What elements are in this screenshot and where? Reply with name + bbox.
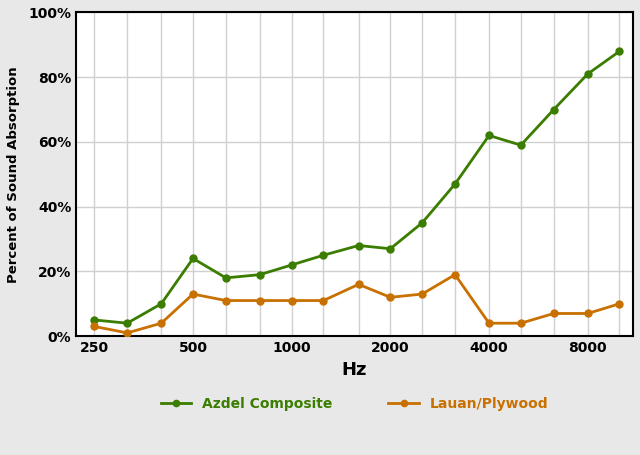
- Azdel Composite: [584, 71, 591, 77]
- Lauan/Plywood: [124, 330, 131, 336]
- Lauan/Plywood: [222, 298, 230, 303]
- Y-axis label: Percent of Sound Absorption: Percent of Sound Absorption: [7, 66, 20, 283]
- Lauan/Plywood: [616, 301, 623, 307]
- Azdel Composite: [517, 142, 525, 148]
- Lauan/Plywood: [550, 311, 557, 316]
- Lauan/Plywood: [157, 320, 165, 326]
- Azdel Composite: [387, 246, 394, 252]
- Azdel Composite: [124, 320, 131, 326]
- Lauan/Plywood: [584, 311, 591, 316]
- Lauan/Plywood: [485, 320, 493, 326]
- Lauan/Plywood: [256, 298, 264, 303]
- Azdel Composite: [189, 256, 197, 261]
- X-axis label: Hz: Hz: [342, 360, 367, 379]
- Azdel Composite: [485, 133, 493, 138]
- Lauan/Plywood: [355, 282, 362, 287]
- Azdel Composite: [419, 220, 426, 226]
- Lauan/Plywood: [387, 294, 394, 300]
- Lauan/Plywood: [90, 324, 98, 329]
- Legend: Azdel Composite, Lauan/Plywood: Azdel Composite, Lauan/Plywood: [155, 392, 554, 417]
- Azdel Composite: [157, 301, 165, 307]
- Lauan/Plywood: [517, 320, 525, 326]
- Azdel Composite: [616, 49, 623, 54]
- Azdel Composite: [288, 262, 296, 268]
- Azdel Composite: [256, 272, 264, 278]
- Line: Azdel Composite: Azdel Composite: [91, 48, 623, 327]
- Azdel Composite: [222, 275, 230, 281]
- Lauan/Plywood: [451, 272, 459, 278]
- Azdel Composite: [90, 317, 98, 323]
- Azdel Composite: [355, 243, 362, 248]
- Azdel Composite: [451, 181, 459, 187]
- Line: Lauan/Plywood: Lauan/Plywood: [91, 271, 623, 336]
- Lauan/Plywood: [288, 298, 296, 303]
- Lauan/Plywood: [319, 298, 327, 303]
- Lauan/Plywood: [189, 291, 197, 297]
- Azdel Composite: [550, 107, 557, 112]
- Lauan/Plywood: [419, 291, 426, 297]
- Azdel Composite: [319, 253, 327, 258]
